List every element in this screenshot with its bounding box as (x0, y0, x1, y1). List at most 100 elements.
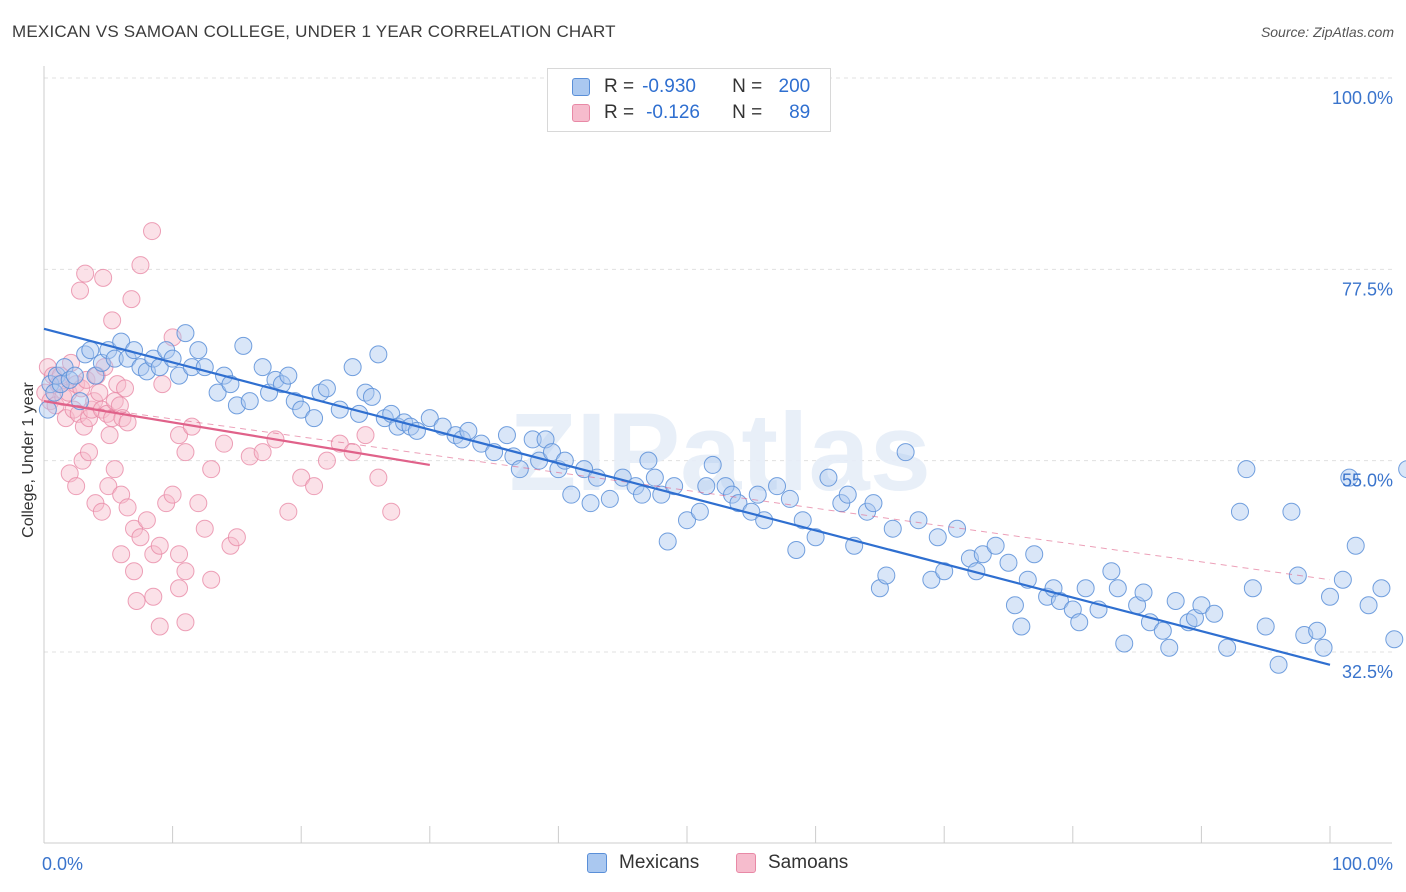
mexican-point (1269, 655, 1288, 674)
samoan-point (71, 281, 90, 300)
mexican-point (510, 460, 529, 479)
samoan-point (99, 477, 118, 496)
mexican-point (600, 489, 619, 508)
mexican-point (253, 358, 272, 377)
mexican-point (639, 451, 658, 470)
samoan-point (118, 498, 137, 517)
samoan-point (382, 502, 401, 521)
legend-n-label: N = (732, 102, 763, 123)
mexican-point (1005, 596, 1024, 615)
samoan-point (189, 494, 208, 513)
mexican-point (697, 477, 716, 496)
mexican-point (729, 494, 748, 513)
mexican-point (1321, 587, 1339, 606)
mexican-point (65, 366, 84, 385)
samoan-point (103, 311, 122, 330)
mexican-point (1160, 638, 1179, 657)
mexicans-trend-line (43, 327, 1331, 666)
mexican-point (1192, 596, 1211, 615)
samoan-point (127, 591, 146, 610)
samoan-point (253, 443, 272, 462)
mexican-point (690, 502, 709, 521)
samoan-point (67, 477, 86, 496)
samoan-point (74, 417, 93, 436)
samoan-point (150, 617, 169, 636)
samoan-point (92, 502, 111, 521)
mexican-point (658, 532, 677, 551)
mexican-point (877, 566, 896, 585)
legend-r-label: R = (604, 76, 635, 97)
samoan-point (80, 443, 99, 462)
samoan-point (144, 587, 163, 606)
mexican-point (1050, 591, 1069, 610)
mexican-point (1218, 638, 1237, 657)
mexican-point (1314, 638, 1333, 657)
y-tick-label: 32.5% (1342, 662, 1393, 682)
mexicans-swatch (572, 78, 590, 96)
mexican-point (305, 409, 324, 428)
mexican-point (896, 443, 915, 462)
samoan-point (100, 426, 119, 445)
mexican-point (562, 485, 581, 504)
mexican-point (1346, 536, 1365, 555)
samoan-point (202, 570, 221, 589)
mexican-point (279, 366, 298, 385)
mexican-point (645, 468, 664, 487)
mexican-point (581, 494, 600, 513)
mexican-point (755, 511, 774, 530)
samoan-point (369, 468, 388, 487)
samoan-point (90, 383, 109, 402)
mexican-point (420, 409, 439, 428)
legend-r-value: -0.126 (646, 102, 700, 123)
legend-row-samoans: R = -0.126 N = 89 (572, 101, 810, 125)
axes-layer (43, 66, 1392, 844)
mexican-point (787, 540, 806, 559)
mexican-point (1256, 617, 1275, 636)
mexicans-legend-label: Mexicans (619, 852, 700, 873)
samoan-point (125, 562, 144, 581)
mexican-point (780, 489, 799, 508)
mexican-point (793, 511, 812, 530)
mexican-point (369, 345, 388, 364)
mexican-point (632, 485, 651, 504)
samoan-point (112, 545, 131, 564)
chart-title: MEXICAN VS SAMOAN COLLEGE, UNDER 1 YEAR … (12, 22, 616, 41)
mexican-point (105, 349, 124, 368)
samoan-point (292, 468, 311, 487)
mexican-point (1230, 502, 1249, 521)
mexican-point (1153, 621, 1172, 640)
mexican-point (999, 553, 1018, 572)
mexican-point (221, 375, 240, 394)
mexican-point (1237, 460, 1256, 479)
samoan-point (305, 477, 324, 496)
trend-layer (43, 327, 1331, 666)
grid-layer (44, 77, 1392, 653)
x-tick-label: 0.0% (42, 854, 83, 874)
samoan-point (317, 451, 336, 470)
samoan-point (227, 528, 246, 547)
legend-item-mexicans[interactable]: Mexicans (587, 852, 699, 874)
legend-item-samoans[interactable]: Samoans (736, 852, 848, 874)
mexican-point (819, 468, 838, 487)
mexican-point (1115, 634, 1134, 653)
legend-r-value: -0.930 (642, 76, 696, 97)
mexican-point (1134, 583, 1153, 602)
mexican-point (1282, 502, 1301, 521)
mexican-point (1076, 579, 1095, 598)
x-tick-label: 100.0% (1332, 854, 1393, 874)
samoan-points (36, 222, 401, 636)
mexican-point (1108, 579, 1127, 598)
samoan-point (150, 536, 169, 555)
legend-n-value: 200 (778, 76, 811, 97)
samoan-point (170, 579, 189, 598)
mexican-point (1205, 604, 1224, 623)
samoan-point (163, 485, 182, 504)
mexican-point (1070, 613, 1089, 632)
mexican-point (189, 341, 208, 360)
samoan-point (330, 434, 349, 453)
mexican-point (948, 519, 967, 538)
samoan-point (202, 460, 221, 479)
samoan-point (131, 256, 150, 275)
mexican-point (350, 404, 369, 423)
